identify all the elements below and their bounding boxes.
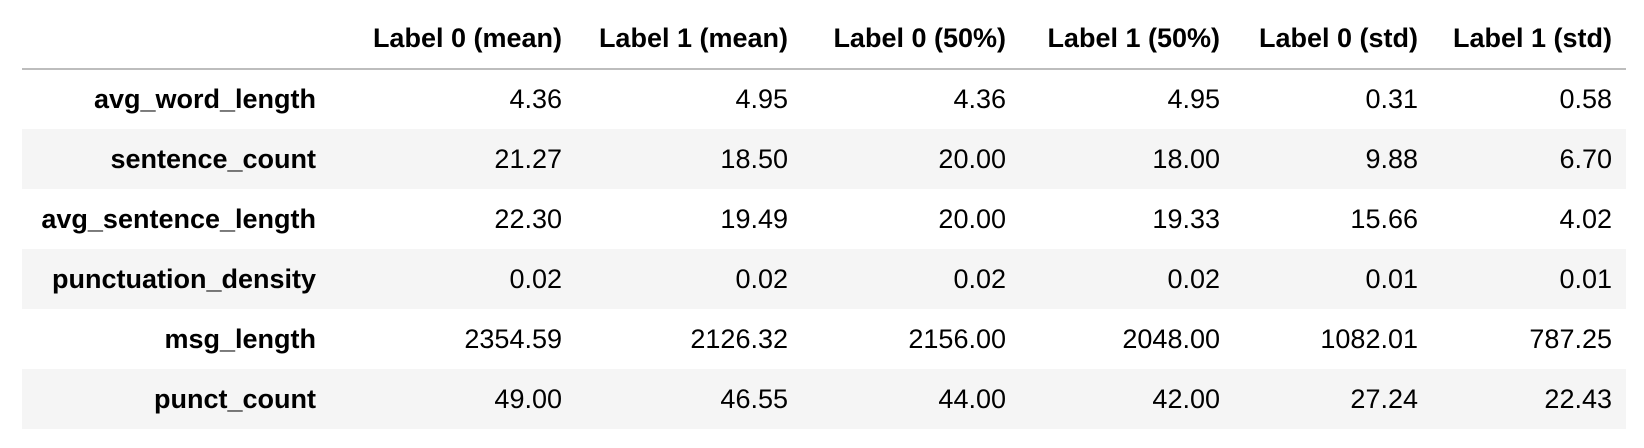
table-cell: 2048.00 — [1122, 323, 1220, 354]
row-index-label: avg_sentence_length — [41, 203, 316, 234]
row-index-label: punct_count — [154, 383, 316, 414]
header-row: Label 0 (mean) Label 1 (mean) Label 0 (5… — [22, 8, 1626, 70]
row-index-label: sentence_count — [110, 143, 316, 174]
dataframe-output: Label 0 (mean) Label 1 (mean) Label 0 (5… — [22, 8, 1626, 429]
table-cell: 0.02 — [509, 263, 562, 294]
table-cell: 0.31 — [1365, 84, 1418, 114]
table-cell: 19.49 — [720, 203, 788, 234]
table-cell: 21.27 — [494, 143, 562, 174]
table-row: avg_word_length 4.36 4.95 4.36 4.95 0.31… — [22, 69, 1626, 129]
table-cell: 9.88 — [1365, 143, 1418, 174]
table-cell: 0.02 — [1167, 263, 1220, 294]
dataframe-table: Label 0 (mean) Label 1 (mean) Label 0 (5… — [22, 8, 1626, 429]
column-header-label1-median: Label 1 (50%) — [1020, 8, 1234, 70]
table-cell: 0.02 — [953, 263, 1006, 294]
table-row: msg_length 2354.59 2126.32 2156.00 2048.… — [22, 309, 1626, 369]
table-cell: 27.24 — [1350, 383, 1418, 414]
table-cell: 0.58 — [1559, 84, 1612, 114]
table-cell: 4.36 — [953, 84, 1006, 114]
row-index-label: msg_length — [164, 323, 316, 354]
table-cell: 18.50 — [720, 143, 788, 174]
table-row: sentence_count 21.27 18.50 20.00 18.00 9… — [22, 129, 1626, 189]
table-cell: 6.70 — [1559, 143, 1612, 174]
column-header-label0-std: Label 0 (std) — [1234, 8, 1432, 70]
table-cell: 20.00 — [938, 203, 1006, 234]
row-index-label: punctuation_density — [51, 263, 316, 294]
table-cell: 1082.01 — [1320, 323, 1418, 354]
column-header-label1-std: Label 1 (std) — [1432, 8, 1626, 70]
table-cell: 15.66 — [1350, 203, 1418, 234]
table-cell: 787.25 — [1529, 323, 1612, 354]
row-index-label: avg_word_length — [93, 84, 316, 114]
table-cell: 46.55 — [720, 383, 788, 414]
table-cell: 44.00 — [938, 383, 1006, 414]
table-cell: 2354.59 — [464, 323, 562, 354]
table-body: avg_word_length 4.36 4.95 4.36 4.95 0.31… — [22, 69, 1626, 429]
table-cell: 0.01 — [1559, 263, 1612, 294]
column-header-label0-mean: Label 0 (mean) — [332, 8, 576, 70]
table-cell: 4.36 — [509, 84, 562, 114]
column-header-label0-median: Label 0 (50%) — [802, 8, 1020, 70]
index-header — [22, 8, 332, 70]
table-cell: 42.00 — [1152, 383, 1220, 414]
table-cell: 0.02 — [735, 263, 788, 294]
table-cell: 18.00 — [1152, 143, 1220, 174]
table-cell: 2126.32 — [690, 323, 788, 354]
table-cell: 4.95 — [735, 84, 788, 114]
table-cell: 4.02 — [1559, 203, 1612, 234]
column-header-label1-mean: Label 1 (mean) — [576, 8, 802, 70]
table-cell: 22.30 — [494, 203, 562, 234]
table-row: avg_sentence_length 22.30 19.49 20.00 19… — [22, 189, 1626, 249]
table-cell: 0.01 — [1365, 263, 1418, 294]
table-cell: 49.00 — [494, 383, 562, 414]
table-row: punctuation_density 0.02 0.02 0.02 0.02 … — [22, 249, 1626, 309]
table-cell: 20.00 — [938, 143, 1006, 174]
table-cell: 22.43 — [1544, 383, 1612, 414]
table-header: Label 0 (mean) Label 1 (mean) Label 0 (5… — [22, 8, 1626, 70]
table-cell: 2156.00 — [908, 323, 1006, 354]
table-cell: 19.33 — [1152, 203, 1220, 234]
table-cell: 4.95 — [1167, 84, 1220, 114]
table-row: punct_count 49.00 46.55 44.00 42.00 27.2… — [22, 369, 1626, 429]
